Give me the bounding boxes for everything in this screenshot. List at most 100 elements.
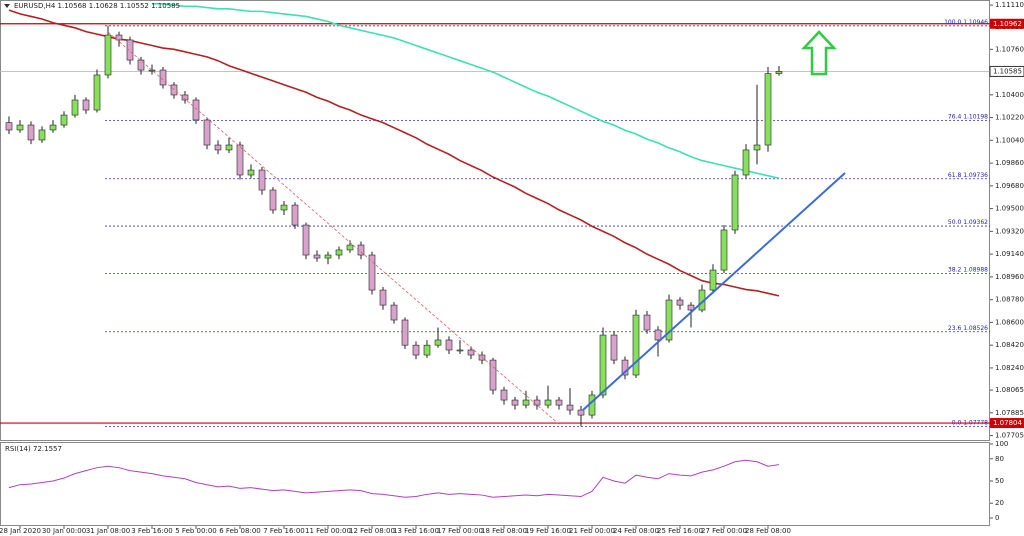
- fib-label: 23.6 1.08526: [948, 324, 988, 331]
- x-tick-label: 28 Feb 08:00: [745, 527, 791, 535]
- y-tick-label: 1.10400: [995, 91, 1024, 99]
- fib-ratio: 61.8: [948, 171, 962, 178]
- y-tick-label: 1.08780: [995, 296, 1024, 304]
- rsi-tick-label: 100: [995, 440, 1008, 448]
- candle-body: [665, 299, 673, 341]
- candle-body: [159, 69, 167, 86]
- open: 1.10568: [58, 2, 87, 10]
- y-tick-label: 1.09860: [995, 159, 1024, 167]
- candle-body: [566, 404, 574, 411]
- candle-body: [225, 144, 233, 151]
- candle-body: [412, 344, 420, 356]
- candle-body: [456, 349, 464, 352]
- y-tick-label: 1.09500: [995, 205, 1024, 213]
- candle-body: [753, 144, 761, 151]
- y-tick-label: 1.07885: [995, 409, 1024, 417]
- level-box: [990, 18, 1024, 29]
- candle-body: [423, 344, 431, 356]
- candle-body: [621, 359, 629, 376]
- rsi-panel: [0, 442, 990, 526]
- candle-body: [82, 99, 90, 111]
- candle-body: [5, 122, 13, 131]
- candle-body: [280, 204, 288, 211]
- candle-body: [71, 99, 79, 116]
- level-label: 1.10962: [993, 20, 1022, 28]
- candle-body: [522, 399, 530, 406]
- y-tick-label: 1.07705: [995, 432, 1024, 440]
- fib-price: 1.10946: [963, 18, 988, 25]
- fib-price: 1.09736: [963, 171, 988, 178]
- fib-price: 1.08988: [963, 266, 988, 273]
- fib-label: 0.0 1.07778: [952, 419, 988, 426]
- x-tick-label: 25 Feb 16:00: [657, 527, 703, 535]
- x-tick-label: 27 Feb 00:00: [701, 527, 747, 535]
- rsi-value: 72.1557: [33, 445, 62, 453]
- header: EURUSD,H4 1.10568 1.10628 1.10552 1.1058…: [14, 2, 180, 10]
- symbol: EURUSD,H4: [14, 2, 56, 10]
- candle-body: [445, 339, 453, 351]
- candle-body: [346, 244, 354, 251]
- fib-ratio: 0.0: [952, 419, 962, 426]
- candle-body: [203, 119, 211, 146]
- low: 1.10552: [120, 2, 149, 10]
- candle-body: [742, 149, 750, 176]
- y-tick-label: 1.08065: [995, 386, 1024, 394]
- moving-average: [152, 2, 780, 180]
- candle-body: [489, 359, 497, 391]
- candle-body: [93, 74, 101, 111]
- y-tick-label: 1.10040: [995, 136, 1024, 144]
- candle-body: [335, 249, 343, 256]
- rsi-line: [8, 459, 780, 498]
- candle-body: [577, 409, 585, 416]
- candle-body: [236, 144, 244, 176]
- candle-body: [247, 169, 255, 176]
- x-tick-label: 3 Feb 16:00: [131, 527, 172, 535]
- candle-body: [269, 189, 277, 211]
- candle-body: [555, 399, 563, 406]
- candle-body: [687, 304, 695, 311]
- candle-body: [49, 124, 57, 131]
- candle-body: [401, 319, 409, 346]
- candle-body: [214, 144, 222, 151]
- candle-body: [775, 71, 783, 74]
- candle-body: [500, 389, 508, 401]
- fib-price: 1.07778: [963, 419, 988, 426]
- fib-label: 38.2 1.08988: [948, 266, 988, 273]
- x-tick-label: 19 Feb 16:00: [525, 527, 571, 535]
- x-tick-label: 11 Feb 00:00: [305, 527, 351, 535]
- y-tick-label: 1.09140: [995, 250, 1024, 258]
- fib-ratio: 50.0: [948, 219, 962, 226]
- candle-body: [291, 204, 299, 226]
- candle-body: [104, 34, 112, 76]
- candle-body: [709, 269, 717, 291]
- candle-body: [137, 59, 145, 71]
- candle-body: [313, 254, 321, 259]
- candle-body: [599, 334, 607, 396]
- x-tick-label: 6 Feb 08:00: [219, 527, 260, 535]
- candle-body: [533, 399, 541, 406]
- trend-line: [582, 172, 846, 411]
- fib-label: 61.8 1.09736: [948, 171, 988, 178]
- fib-price: 1.08526: [963, 324, 988, 331]
- x-tick-label: 13 Feb 16:00: [393, 527, 439, 535]
- candle-body: [192, 99, 200, 121]
- menu-icon: [4, 4, 10, 8]
- candle-body: [610, 334, 618, 361]
- x-tick-label: 12 Feb 08:00: [349, 527, 395, 535]
- candle-body: [467, 349, 475, 356]
- candle-body: [731, 174, 739, 231]
- y-tick-label: 1.08420: [995, 341, 1024, 349]
- rsi-tick-label: 0: [995, 514, 999, 522]
- rsi-tick-label: 50: [995, 477, 1004, 485]
- candle-body: [654, 329, 662, 341]
- x-tick-label: 18 Feb 08:00: [481, 527, 527, 535]
- fib-label: 100.0 1.10946: [944, 18, 988, 25]
- candle-body: [181, 94, 189, 101]
- candle-body: [16, 124, 24, 131]
- rsi-title: RSI(14): [5, 445, 31, 453]
- fib-ratio: 100.0: [944, 18, 961, 25]
- close: 1.10585: [151, 2, 180, 10]
- price-label: 1.10585: [993, 67, 1022, 75]
